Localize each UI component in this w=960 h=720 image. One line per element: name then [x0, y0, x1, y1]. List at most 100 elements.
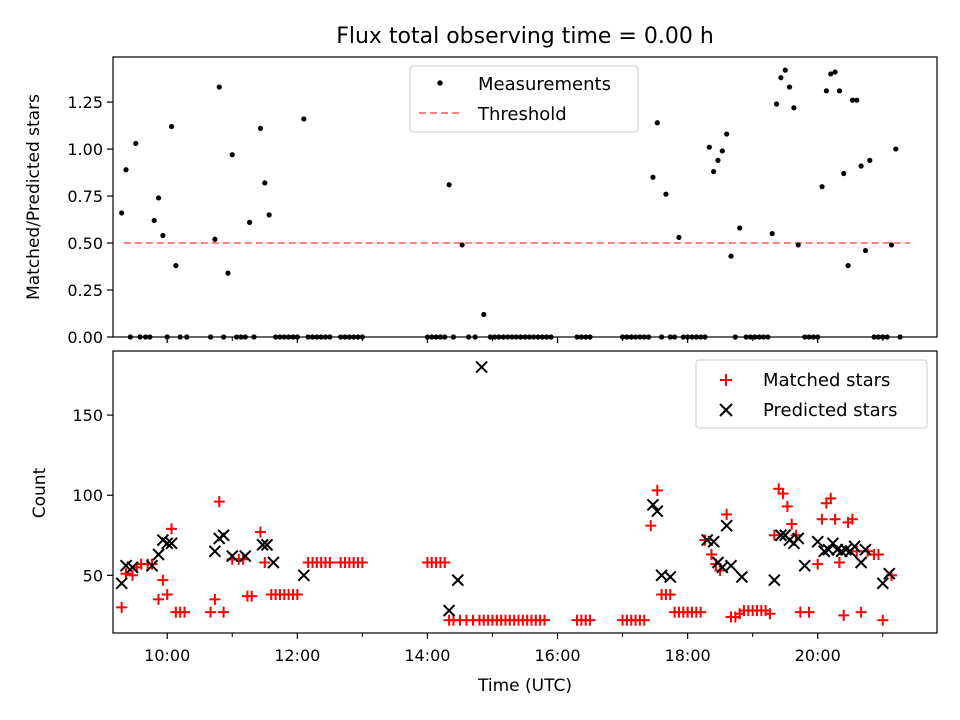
matched-star-point	[695, 606, 707, 618]
predicted-star-point	[442, 604, 456, 617]
measurement-point	[650, 174, 656, 180]
predicted-star-point	[735, 570, 749, 584]
predicted-star-point	[152, 548, 165, 561]
matched-star-point	[803, 606, 815, 618]
predicted-star-point	[774, 529, 788, 542]
measurement-point	[782, 67, 788, 73]
top-legend: Measurements Threshold	[409, 65, 639, 133]
matched-star-point	[205, 606, 217, 618]
measurement-point	[724, 131, 730, 137]
predicted-star-point	[217, 529, 230, 542]
legend-measurements-label: Measurements	[478, 74, 611, 95]
predicted-star-point	[811, 535, 824, 548]
top-y-axis: 0.00 0.25 0.50 0.75 1.00 1.25	[67, 93, 113, 347]
predicted-star-point	[256, 538, 269, 552]
bottom-legend-box	[695, 359, 928, 429]
predicted-star-point	[883, 567, 896, 580]
measurement-point	[247, 219, 253, 225]
measurement-point	[706, 144, 712, 150]
predicted-star-point	[239, 549, 252, 563]
x-tick-label: 20:00	[795, 646, 841, 665]
matched-star-point	[721, 508, 733, 520]
matched-star-point	[764, 608, 776, 620]
measurement-point	[841, 170, 847, 177]
predicted-star-point	[848, 540, 861, 553]
measurement-point	[823, 88, 830, 94]
matched-star-point	[179, 606, 191, 618]
chart-title: Flux total observing time = 0.00 h	[336, 24, 714, 49]
measurement-point	[786, 84, 793, 90]
matched-star-point	[291, 589, 303, 601]
top-plot-marks	[119, 67, 910, 340]
x-tick-label: 10:00	[144, 646, 190, 665]
matched-star-point	[254, 526, 266, 538]
matched-star-point	[356, 557, 368, 568]
legend-matched-label: Matched stars	[763, 370, 890, 391]
matched-star-point	[120, 568, 132, 580]
x-axis-label: Time (UTC)	[477, 676, 572, 696]
matched-star-point	[855, 606, 867, 618]
matched-star-point	[777, 488, 789, 500]
measurement-point	[893, 146, 899, 152]
matched-star-point	[146, 558, 158, 570]
matched-star-point	[872, 548, 884, 560]
predicted-star-point	[768, 573, 781, 587]
predicted-star-point	[664, 570, 677, 584]
predicted-star-point	[145, 559, 159, 572]
predicted-star-point	[260, 538, 274, 552]
measurement-point	[446, 182, 452, 188]
measurement-point	[212, 236, 218, 242]
measurement-point	[123, 167, 129, 173]
measurement-point	[854, 97, 860, 103]
measurement-point	[266, 212, 272, 218]
measurement-point	[795, 242, 801, 248]
bottom-y-axis: 50 100 150	[72, 406, 113, 585]
bottom-y-tick-label: 150	[72, 406, 103, 425]
top-y-tick-label: 1.00	[67, 140, 103, 159]
bottom-y-tick-label: 100	[72, 486, 103, 505]
x-tick-label: 18:00	[665, 646, 711, 665]
legend-matched-marker	[720, 374, 732, 386]
matched-star-point	[829, 513, 841, 525]
measurement-point	[773, 101, 780, 107]
matched-star-point	[816, 513, 828, 525]
predicted-star-point	[724, 559, 738, 572]
predicted-star-point	[707, 535, 720, 548]
matched-star-point	[161, 589, 173, 601]
legend-predicted-label: Predicted stars	[763, 400, 897, 421]
matched-star-point	[213, 496, 225, 508]
top-y-tick-label: 0.00	[67, 328, 103, 347]
measurement-point	[819, 184, 825, 190]
measurement-point	[836, 88, 843, 94]
legend-threshold-label: Threshold	[477, 104, 567, 125]
predicted-star-point	[165, 537, 178, 550]
predicted-star-point	[267, 556, 280, 569]
top-y-tick-label: 0.25	[67, 281, 103, 300]
matched-star-point	[812, 558, 824, 570]
predicted-star-point	[161, 537, 174, 550]
matched-star-point	[539, 614, 551, 626]
matched-star-point	[705, 548, 717, 560]
measurement-point	[160, 232, 166, 239]
measurement-point	[133, 140, 139, 147]
top-x-ticks	[166, 337, 884, 343]
matched-star-point	[638, 614, 650, 626]
matched-star-point	[127, 569, 139, 581]
predicted-star-point	[859, 543, 872, 556]
measurement-point	[168, 123, 175, 130]
matched-star-point	[166, 523, 178, 535]
matched-star-point	[153, 593, 165, 605]
predicted-star-point	[451, 573, 464, 587]
predicted-star-point	[798, 559, 811, 572]
x-tick-label: 16:00	[534, 646, 580, 665]
top-y-axis-label: Matched/Predicted stars	[24, 94, 44, 300]
measurement-point	[257, 125, 264, 132]
matched-star-point	[768, 529, 780, 541]
measurement-point	[832, 69, 838, 75]
measurement-point	[663, 191, 669, 197]
matched-star-point	[846, 513, 858, 525]
top-axes-frame	[112, 56, 938, 338]
top-legend-box	[409, 65, 639, 133]
predicted-star-point	[720, 519, 733, 532]
